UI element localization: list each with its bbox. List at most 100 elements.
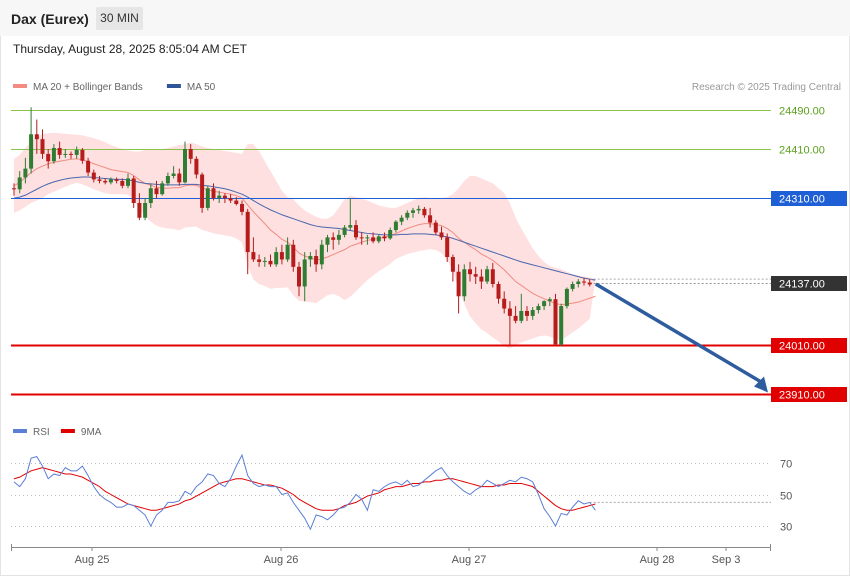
candle-body-27 (165, 176, 170, 184)
candle-body-37 (222, 195, 227, 199)
candle-body-25 (154, 188, 159, 195)
candle-body-32 (194, 158, 199, 175)
candle-body-31 (188, 149, 193, 159)
candle-body-12 (80, 149, 85, 161)
level-tag-4 (771, 338, 847, 353)
candle-body-23 (143, 203, 148, 218)
candle-body-16 (103, 180, 108, 183)
candle-body-73 (428, 215, 433, 223)
rsi-line (13, 453, 596, 531)
candle-body-14 (91, 172, 96, 180)
candle-body-34 (205, 188, 210, 208)
candle-body-33 (200, 174, 205, 208)
candle-body-76 (445, 237, 450, 257)
candle-body-99 (576, 281, 581, 284)
candle-body-94 (547, 299, 552, 302)
candle-body-89 (519, 311, 524, 321)
forecast-arrow (594, 282, 763, 384)
candle-body-90 (525, 311, 529, 316)
candle-body-72 (422, 208, 427, 216)
candle-body-30 (183, 149, 187, 183)
candle-body-70 (411, 210, 415, 213)
candle-body-92 (536, 306, 541, 311)
candle-body-57 (336, 234, 341, 240)
candle-body-35 (211, 188, 216, 199)
candle-body-44 (262, 260, 267, 262)
candle-body-93 (542, 301, 547, 307)
candle-body-38 (228, 198, 233, 201)
candle-body-81 (473, 274, 478, 277)
x-tick-label-3: Aug 28 (640, 554, 675, 566)
candle-body-20 (126, 178, 130, 186)
candle-body-7 (51, 148, 56, 162)
candle-body-101 (587, 282, 592, 285)
level-tag-2 (771, 191, 847, 206)
candle-body-2 (23, 168, 28, 178)
candle-body-26 (160, 183, 165, 195)
candle-body-29 (177, 173, 182, 183)
timeframe-badge[interactable]: 30 MIN (96, 7, 143, 30)
legend-label-0: MA 20 + Bollinger Bands (33, 82, 143, 93)
candle-body-84 (490, 269, 495, 284)
candle-body-45 (268, 260, 273, 265)
candle-body-4 (34, 134, 39, 140)
header-bar: Dax (Eurex) 30 MIN (0, 0, 850, 36)
candle-body-68 (399, 217, 404, 222)
rsi-tick-0: 70 (780, 459, 792, 471)
candle-body-42 (251, 252, 256, 260)
timestamp: Thursday, August 28, 2025 8:05:04 AM CET (13, 42, 247, 56)
x-tick-label-4: Sep 3 (712, 554, 741, 566)
level-tag-3 (771, 276, 847, 291)
candle-body-19 (120, 180, 125, 186)
candle-body-1 (17, 177, 22, 190)
candle-body-69 (405, 212, 410, 218)
x-tick-label-0: Aug 25 (75, 554, 110, 566)
legend-swatch-0 (13, 84, 27, 88)
rsi-legend-label-0: RSI (33, 427, 50, 438)
candle-body-28 (171, 173, 176, 176)
candle-body-98 (570, 284, 575, 289)
instrument-title: Dax (Eurex) (11, 11, 89, 27)
candle-body-78 (456, 271, 461, 297)
legend-label-1: MA 50 (187, 82, 216, 93)
candle-body-100 (582, 281, 586, 283)
candle-body-13 (86, 160, 91, 173)
candle-body-66 (388, 230, 393, 239)
candle-body-53 (314, 256, 319, 265)
candle-body-96 (559, 306, 564, 345)
candle-body-18 (114, 179, 119, 181)
rsi-tick-1: 50 (780, 491, 792, 503)
rsi-tick-2: 30 (780, 522, 792, 534)
x-tick-label-2: Aug 27 (452, 554, 487, 566)
candle-body-79 (462, 269, 467, 297)
candle-body-15 (97, 179, 102, 181)
rsi-legend-label-1: 9MA (81, 427, 102, 438)
candle-body-85 (496, 284, 501, 299)
candle-body-21 (131, 178, 136, 203)
candle-body-55 (325, 237, 330, 245)
candle-body-8 (57, 148, 62, 155)
candle-body-60 (354, 225, 358, 238)
candle-body-67 (393, 221, 398, 230)
bollinger-band (14, 132, 596, 349)
rsi-ma-line (13, 467, 596, 511)
candle-body-22 (137, 203, 142, 218)
x-tick-label-1: Aug 26 (264, 554, 299, 566)
candle-body-71 (416, 208, 421, 211)
candle-body-75 (439, 232, 444, 238)
rsi-legend-swatch-0 (13, 429, 27, 433)
candle-body-6 (46, 153, 51, 162)
candle-body-83 (485, 269, 490, 282)
candle-body-63 (371, 237, 376, 242)
candle-body-91 (530, 310, 535, 316)
candle-body-3 (29, 134, 34, 169)
level-label-4: 24010.00 (779, 341, 825, 353)
candle-body-49 (291, 244, 296, 267)
candle-body-62 (365, 237, 370, 239)
level-label-5: 23910.00 (779, 390, 825, 402)
candle-body-50 (297, 266, 301, 287)
candle-body-36 (217, 195, 222, 199)
candle-body-61 (359, 237, 364, 239)
candle-body-56 (331, 237, 336, 240)
